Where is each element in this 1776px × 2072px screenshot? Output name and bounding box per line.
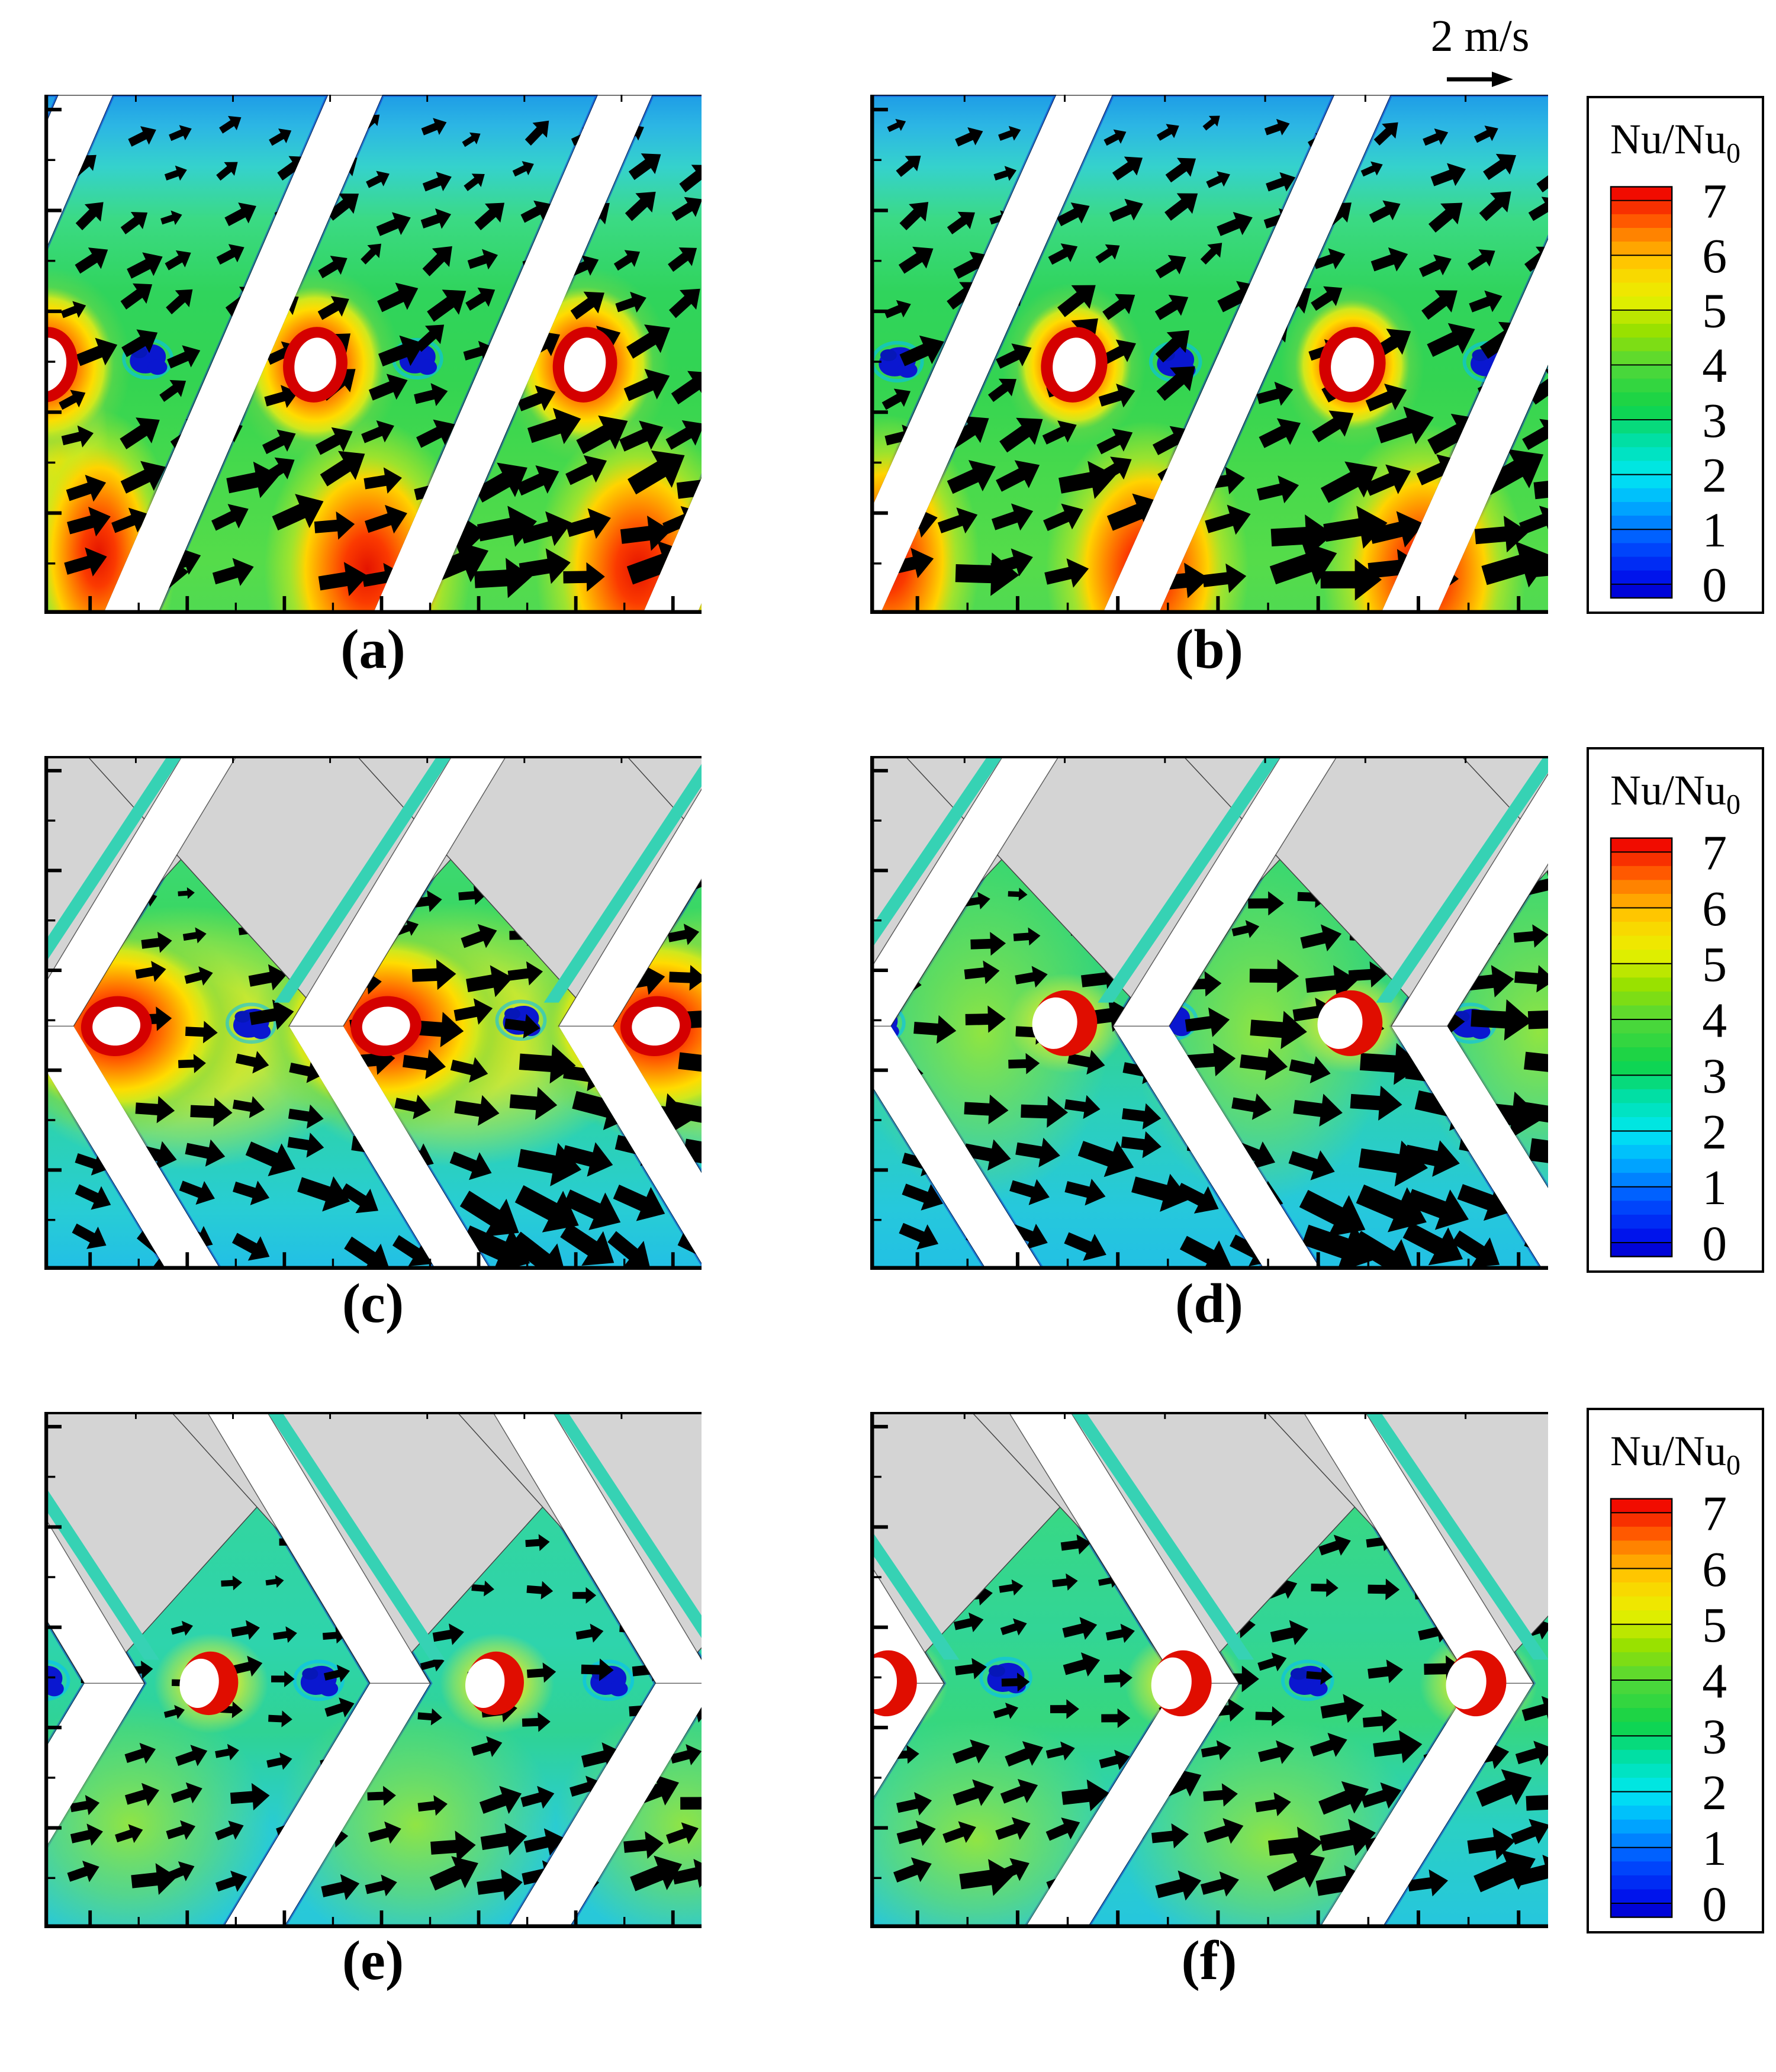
colorbar-title: Nu/Nu0 xyxy=(1610,767,1740,821)
svg-text:7: 7 xyxy=(1702,1492,1727,1542)
svg-text:3: 3 xyxy=(1702,1048,1727,1103)
svg-text:3: 3 xyxy=(1702,393,1727,447)
svg-text:1: 1 xyxy=(1702,1160,1727,1215)
svg-text:7: 7 xyxy=(1702,831,1727,881)
panel-a-plot xyxy=(44,95,702,614)
velocity-scale-arrow-icon xyxy=(1447,72,1513,87)
svg-text:4: 4 xyxy=(1702,993,1727,1048)
panel-label-e: (e) xyxy=(342,1930,404,1991)
svg-text:1: 1 xyxy=(1702,503,1727,557)
panel-d-plot xyxy=(870,756,1548,1270)
svg-text:4: 4 xyxy=(1702,339,1727,392)
svg-text:5: 5 xyxy=(1702,1598,1727,1653)
svg-text:2: 2 xyxy=(1702,1105,1727,1160)
svg-text:5: 5 xyxy=(1702,937,1727,992)
panel-b-plot xyxy=(870,95,1548,614)
panel-f-plot xyxy=(870,1412,1548,1928)
colorbar-title: Nu/Nu0 xyxy=(1610,1427,1740,1481)
panel-e-plot xyxy=(44,1412,702,1928)
panel-label-d: (d) xyxy=(1175,1273,1243,1334)
svg-text:7: 7 xyxy=(1702,180,1727,228)
svg-text:5: 5 xyxy=(1702,284,1727,337)
panel-c-plot xyxy=(44,756,702,1270)
svg-text:1: 1 xyxy=(1702,1821,1727,1876)
svg-text:6: 6 xyxy=(1702,229,1727,283)
svg-text:0: 0 xyxy=(1702,558,1727,612)
svg-text:6: 6 xyxy=(1702,1542,1727,1597)
svg-text:2: 2 xyxy=(1702,1765,1727,1820)
svg-text:6: 6 xyxy=(1702,881,1727,937)
panel-label-c: (c) xyxy=(342,1273,404,1334)
colorbar-title: Nu/Nu0 xyxy=(1610,115,1740,169)
svg-text:2: 2 xyxy=(1702,448,1727,502)
velocity-scale-label: 2 m/s xyxy=(1430,11,1530,61)
panel-label-f: (f) xyxy=(1181,1930,1237,1991)
svg-text:3: 3 xyxy=(1702,1709,1727,1764)
svg-text:0: 0 xyxy=(1702,1877,1727,1931)
svg-text:4: 4 xyxy=(1702,1653,1727,1709)
svg-text:0: 0 xyxy=(1702,1216,1727,1270)
panel-label-b: (b) xyxy=(1175,619,1243,680)
panel-label-a: (a) xyxy=(340,619,406,680)
